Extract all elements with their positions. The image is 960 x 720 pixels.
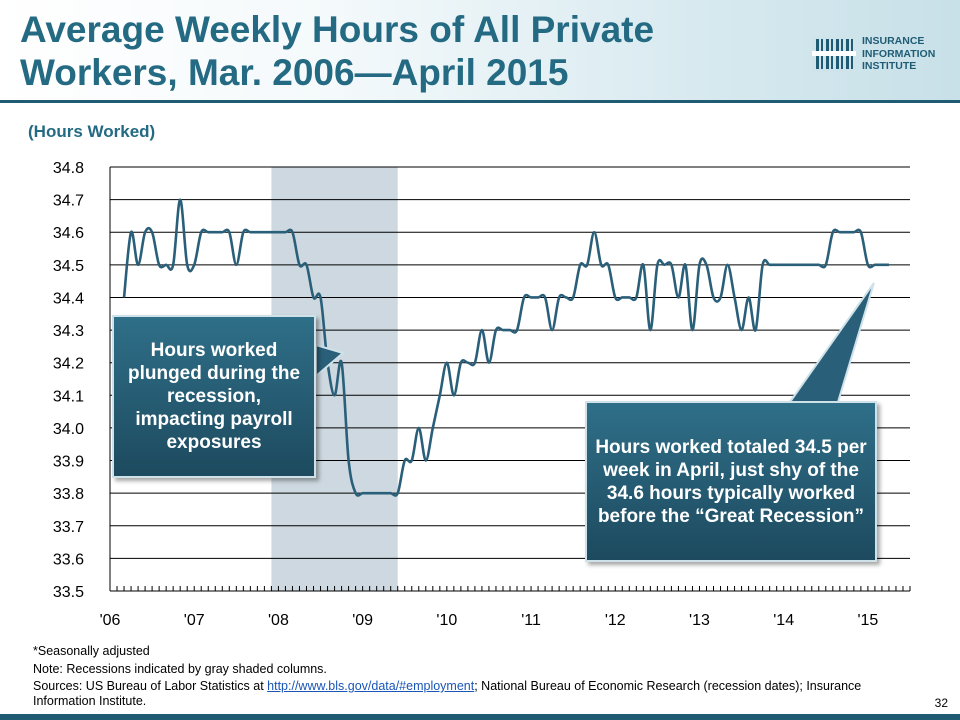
x-tick-label: '08 [268, 612, 289, 629]
footer-bar [0, 714, 960, 720]
logo-line-1: INSURANCE [862, 35, 925, 47]
callout-april-hours: Hours worked totaled 34.5 per week in Ap… [585, 401, 877, 562]
note-seasonal: *Seasonally adjusted [33, 644, 150, 658]
y-tick-label: 33.7 [53, 519, 84, 536]
y-tick-label: 34.7 [53, 193, 84, 210]
sources-prefix: Sources: US Bureau of Labor Statistics a… [33, 679, 268, 693]
y-tick-label: 34.6 [53, 225, 84, 242]
y-tick-label: 33.9 [53, 454, 84, 471]
x-tick-label: '07 [184, 612, 205, 629]
bls-link[interactable]: http://www.bls.gov/data/#employment [267, 679, 475, 693]
header-band [0, 0, 960, 100]
y-tick-label: 34.8 [53, 160, 84, 177]
note-recession: Note: Recessions indicated by gray shade… [33, 661, 327, 676]
slide-title: Average Weekly Hours of All Private Work… [20, 9, 655, 93]
x-tick-label: '13 [689, 612, 710, 629]
iii-logo-icon [812, 36, 856, 72]
y-tick-label: 34.0 [53, 421, 84, 438]
hours-series-line [122, 198, 889, 497]
note-sources: Sources: US Bureau of Labor Statistics a… [33, 679, 913, 708]
x-tick-label: '15 [857, 612, 878, 629]
iii-logo: INSURANCE INFORMATION INSTITUTE [812, 34, 952, 74]
iii-logo-text: INSURANCE INFORMATION INSTITUTE [862, 35, 935, 73]
x-tick-label: '12 [605, 612, 626, 629]
callout-left-pointer [315, 343, 346, 379]
y-tick-label: 34.1 [53, 388, 84, 405]
x-tick-label: '10 [436, 612, 457, 629]
x-tick-label: '09 [352, 612, 373, 629]
y-tick-label: 34.2 [53, 356, 84, 373]
header-rule [0, 100, 960, 103]
page-number: 32 [934, 696, 948, 710]
chart-subtitle: (Hours Worked) [28, 122, 156, 141]
x-tick-label: '11 [521, 612, 541, 629]
sources-suffix: ; National Bureau of Economic Research (… [33, 679, 862, 708]
x-tick-label: '14 [773, 612, 794, 629]
logo-line-3: INSTITUTE [862, 60, 917, 72]
callout-recession-plunge: Hours worked plunged during the recessio… [112, 315, 316, 478]
callout-right-pointer [788, 282, 875, 403]
hours-line-chart: 34.8 34.7 34.6 34.5 34.4 34.3 34.2 34.1 34.0 33.9… [53, 160, 911, 629]
y-tick-label: 33.8 [53, 486, 84, 503]
y-tick-label: 34.4 [53, 290, 84, 307]
y-tick-label: 33.5 [53, 584, 84, 601]
y-tick-label: 33.6 [53, 551, 84, 568]
footnotes: *Seasonally adjusted Note: Recessions in… [33, 644, 913, 711]
logo-line-2: INFORMATION [862, 47, 936, 60]
y-tick-label: 34.5 [53, 258, 84, 275]
x-tick-label: '06 [100, 612, 121, 629]
y-tick-label: 34.3 [53, 323, 84, 340]
